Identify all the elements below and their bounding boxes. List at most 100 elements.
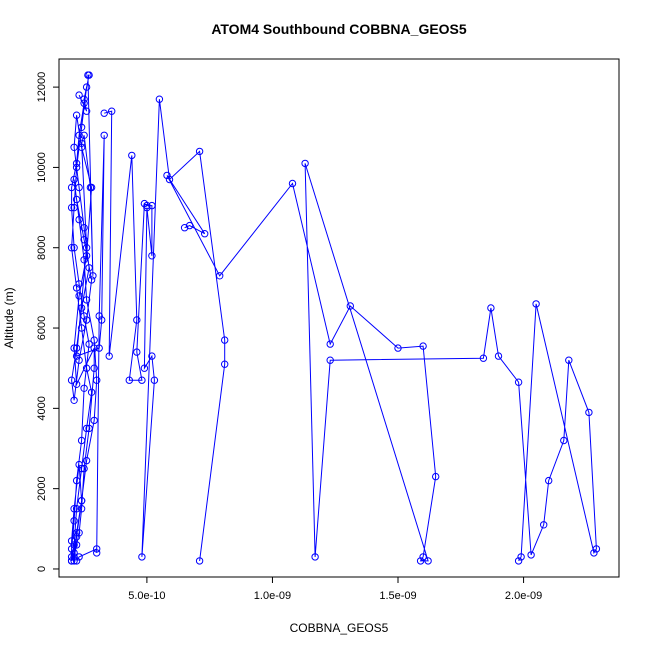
x-tick-label: 5.0e-10 (128, 590, 165, 602)
data-point (95, 312, 103, 320)
data-point (70, 553, 78, 561)
data-point (93, 376, 101, 384)
data-point (72, 505, 81, 513)
data-point (72, 284, 81, 292)
data-point (346, 302, 354, 310)
data-point (545, 476, 553, 485)
data-point (70, 244, 78, 252)
data-point (70, 517, 78, 525)
data-point (70, 396, 78, 404)
x-axis: 5.0e-10 1.0e-09 1.5e-09 2.0e-09 (128, 577, 542, 602)
data-point (86, 183, 95, 192)
data-point (100, 109, 108, 117)
data-point (67, 183, 76, 192)
y-axis-label: Altitude (m) (2, 287, 16, 348)
data-point (514, 378, 523, 386)
data-point (67, 376, 76, 384)
data-point (82, 296, 91, 304)
data-point (301, 159, 309, 168)
data-point (70, 549, 78, 557)
data-point (185, 221, 194, 230)
data-point (585, 408, 593, 417)
data-point (93, 545, 101, 553)
data-point (165, 175, 174, 184)
y-tick-label: 8000 (36, 235, 48, 259)
data-point (311, 553, 319, 561)
data-point (148, 252, 156, 260)
y-tick-label: 12000 (36, 72, 48, 103)
data-point (67, 557, 76, 565)
data-point (326, 356, 334, 364)
y-tick-label: 0 (36, 566, 48, 572)
data-point (125, 376, 134, 384)
data-point (90, 336, 98, 344)
data-point (95, 344, 103, 352)
data-point (565, 356, 573, 364)
data-point (77, 505, 86, 513)
data-point (133, 348, 141, 356)
data-point (75, 183, 83, 192)
data-point (540, 521, 548, 529)
data-point (143, 201, 151, 210)
plot-frame (58, 58, 620, 578)
data-point (527, 551, 535, 559)
data-point (82, 364, 91, 372)
data-point (75, 529, 83, 537)
data-point (72, 111, 81, 119)
y-tick-label: 2000 (36, 476, 48, 500)
data-point (140, 364, 149, 372)
data-point (150, 376, 159, 384)
data-point (155, 95, 164, 103)
data-point (75, 215, 83, 224)
data-point (419, 553, 427, 561)
data-point (67, 553, 76, 561)
data-point (143, 203, 151, 212)
data-point (77, 123, 86, 132)
series-line-3 (104, 99, 226, 561)
data-point (90, 416, 98, 425)
data-point (80, 464, 88, 473)
data-point (82, 107, 91, 115)
data-point (70, 541, 78, 549)
y-axis: 0 2000 4000 6000 8000 10000 12000 (36, 72, 59, 572)
data-point (72, 352, 81, 360)
data-point (592, 545, 601, 553)
y-tick-label: 4000 (36, 396, 48, 420)
data-point (180, 224, 189, 232)
data-point (87, 276, 96, 284)
data-point (532, 300, 540, 308)
series-line-4 (166, 163, 597, 562)
data-point (590, 549, 598, 557)
x-tick-label: 1.0e-09 (254, 590, 291, 602)
data-point (80, 384, 88, 392)
data-point (70, 505, 78, 513)
data-point (221, 360, 229, 368)
data-point (195, 147, 204, 156)
data-point (72, 380, 81, 388)
data-point (84, 71, 92, 79)
series-line-1 (71, 87, 98, 562)
data-point (148, 201, 156, 210)
data-point (72, 159, 81, 168)
data-point (67, 244, 76, 252)
data-point (75, 131, 83, 140)
data-point (72, 541, 81, 549)
data-point (419, 342, 427, 350)
data-point (70, 203, 78, 212)
x-tick-label: 1.5e-09 (379, 590, 416, 602)
data-point (216, 272, 224, 280)
x-axis-label: COBBNA_GEOS5 (290, 621, 389, 635)
data-point (394, 344, 402, 352)
data-point (221, 336, 229, 344)
data-point (80, 312, 88, 320)
data-point (148, 352, 156, 360)
data-point (195, 557, 204, 565)
data-point (89, 272, 97, 280)
data-point (77, 464, 86, 473)
data-point (201, 230, 209, 238)
series-line-2 (76, 74, 105, 562)
data-point (70, 143, 78, 152)
data-point (72, 533, 81, 541)
data-point (416, 557, 425, 565)
